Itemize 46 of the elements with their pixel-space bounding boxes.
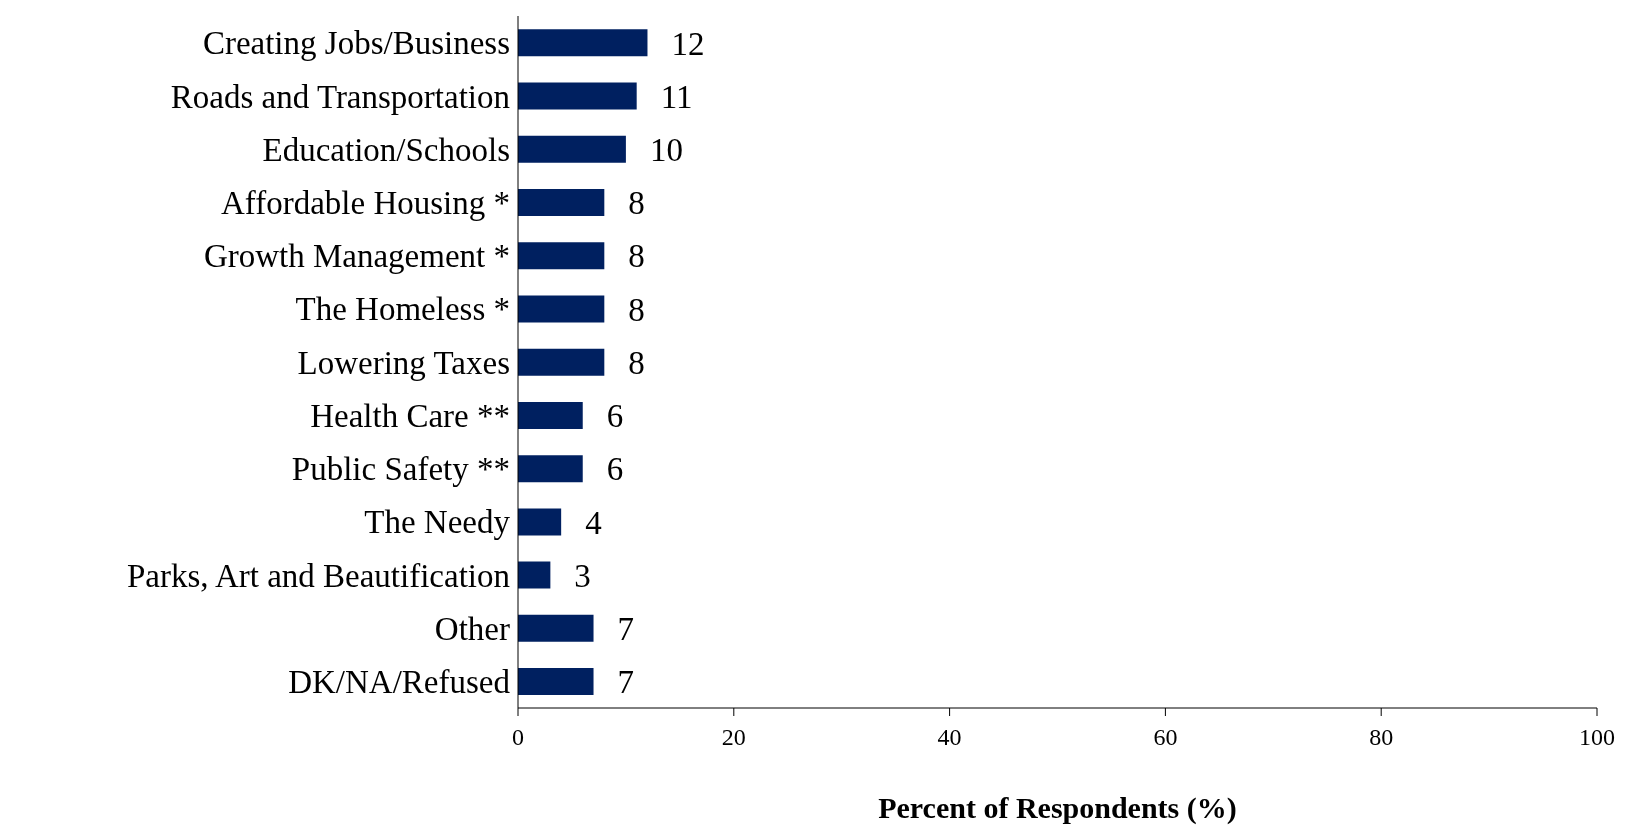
data-label: 8 [628, 238, 645, 275]
data-label: 8 [628, 185, 645, 222]
bar [518, 401, 583, 429]
bar [518, 455, 583, 483]
y-tick-label: DK/NA/Refused [288, 664, 511, 701]
data-label: 11 [660, 78, 693, 115]
bar [518, 348, 605, 376]
x-tick-label: 100 [1579, 724, 1615, 751]
bar [518, 29, 648, 57]
y-tick-label: Public Safety ** [291, 451, 510, 488]
x-tick-label: 20 [721, 724, 746, 751]
bar [518, 189, 605, 216]
bar [518, 561, 551, 589]
y-tick-label: Other [434, 610, 511, 647]
y-tick-label: Parks, Art and Beautification [126, 557, 510, 594]
y-tick-label: Roads and Transportation [170, 78, 510, 115]
bar [518, 508, 562, 536]
bar [518, 668, 594, 696]
data-label: 6 [606, 398, 624, 435]
data-label: 12 [671, 25, 705, 62]
bar [518, 242, 605, 270]
data-label: 4 [585, 504, 602, 541]
data-label: 10 [649, 131, 683, 168]
x-axis-title: Percent of Respondents (%) [878, 791, 1237, 825]
data-label: 8 [628, 291, 645, 328]
y-tick-label: Creating Jobs/Business [202, 25, 510, 62]
y-tick-label: The Needy [364, 504, 511, 541]
y-tick-label: Education/Schools [262, 131, 510, 168]
x-tick-label: 0 [512, 724, 524, 751]
bar [518, 295, 605, 323]
y-tick-label: Growth Management * [203, 238, 510, 275]
x-tick-label: 80 [1369, 724, 1394, 751]
data-label: 7 [617, 664, 635, 701]
bar [518, 82, 637, 110]
x-tick-label: 40 [937, 724, 962, 751]
y-tick-label: Health Care ** [310, 397, 510, 434]
bar [518, 614, 594, 642]
bar [518, 135, 626, 163]
y-tick-label: Lowering Taxes [297, 344, 510, 381]
y-tick-label: Affordable Housing * [220, 185, 510, 222]
data-label: 7 [617, 611, 635, 648]
data-label: 3 [574, 557, 591, 594]
x-tick-label: 60 [1153, 724, 1178, 751]
data-label: 6 [606, 451, 624, 488]
data-label: 8 [628, 344, 645, 381]
y-tick-label: The Homeless * [295, 291, 510, 328]
